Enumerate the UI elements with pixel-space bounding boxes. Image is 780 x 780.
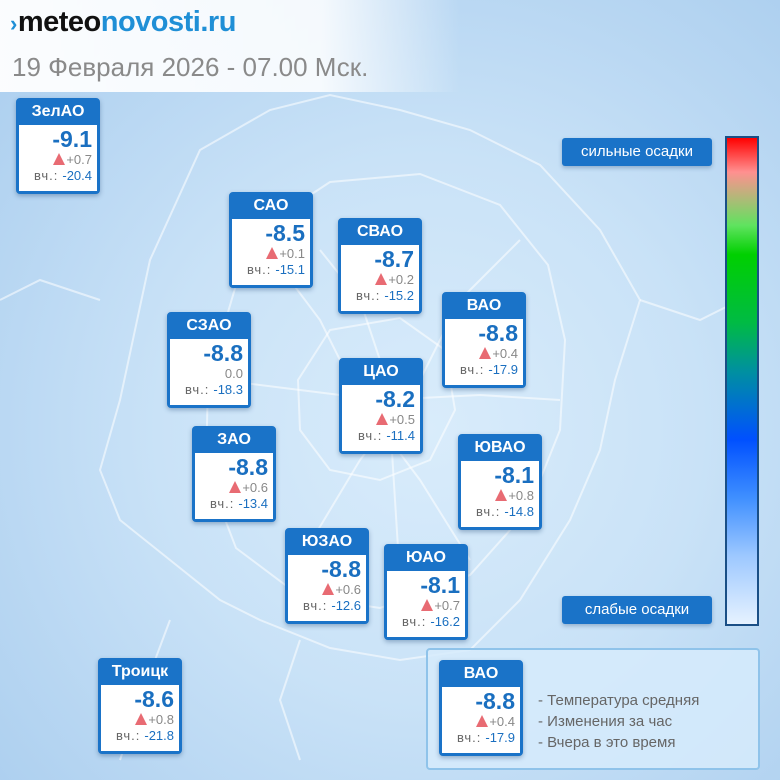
district-card-cao[interactable]: ЦАО -8.2 +0.5 вч.: -11.4 — [339, 358, 423, 454]
third-ring — [296, 316, 457, 482]
up-triangle-icon — [53, 153, 66, 165]
strong-precip-label: сильные осадки — [562, 138, 712, 166]
yesterday-temp: вч.: -12.6 — [303, 598, 361, 613]
yesterday-temp: вч.: -21.8 — [116, 728, 174, 743]
district-card-troitsk[interactable]: Троицк -8.6 +0.8 вч.: -21.8 — [98, 658, 182, 754]
yesterday-temp: вч.: -17.9 — [457, 730, 515, 745]
hourly-change: +0.8 — [461, 488, 534, 504]
district-name: САО — [253, 197, 289, 214]
up-triangle-icon — [322, 583, 335, 595]
hourly-change: +0.6 — [195, 480, 268, 496]
avg-temperature: -9.1 — [52, 126, 92, 152]
district-card-zao[interactable]: ЗАО -8.8 +0.6 вч.: -13.4 — [192, 426, 276, 522]
district-card-yuzao[interactable]: ЮЗАО -8.8 +0.6 вч.: -12.6 — [285, 528, 369, 624]
up-triangle-icon — [495, 489, 508, 501]
yesterday-temp: вч.: -11.4 — [358, 428, 415, 443]
hourly-change: +0.4 — [442, 714, 515, 730]
legend-sample-card: ВАО -8.8 +0.4 вч.: -17.9 — [439, 660, 523, 756]
district-card-sao[interactable]: САО -8.5 +0.1 вч.: -15.1 — [229, 192, 313, 288]
hourly-change: +0.7 — [19, 152, 92, 168]
hourly-change: +0.4 — [445, 346, 518, 362]
up-triangle-icon — [266, 247, 279, 259]
yesterday-temp: вч.: -16.2 — [402, 614, 460, 629]
yesterday-temp: вч.: -14.8 — [476, 504, 534, 519]
legend-item-hourly-change: - Изменения за час — [538, 713, 673, 730]
avg-temperature: -8.8 — [478, 320, 518, 346]
avg-temperature: -8.8 — [228, 454, 268, 480]
district-name: ЮЗАО — [301, 533, 353, 550]
city-border — [98, 93, 642, 662]
hourly-change: +0.8 — [101, 712, 174, 728]
up-triangle-icon — [229, 481, 242, 493]
district-name: ЮАО — [406, 549, 446, 566]
legend-item-yesterday: - Вчера в это время — [538, 734, 676, 751]
up-triangle-icon — [476, 715, 489, 727]
header: ›meteonovosti.ru 19 Февраля 2026 - 07.00… — [0, 0, 460, 92]
yesterday-temp: вч.: -17.9 — [460, 362, 518, 377]
avg-temperature: -8.1 — [494, 462, 534, 488]
precip-color-scale — [725, 136, 759, 626]
avg-temperature: -8.6 — [134, 686, 174, 712]
up-triangle-icon — [376, 413, 389, 425]
avg-temperature: -8.8 — [475, 688, 515, 714]
district-card-yuao[interactable]: ЮАО -8.1 +0.7 вч.: -16.2 — [384, 544, 468, 640]
district-card-zelao[interactable]: ЗелАО -9.1 +0.7 вч.: -20.4 — [16, 98, 100, 194]
up-triangle-icon — [479, 347, 492, 359]
district-name: СЗАО — [186, 317, 232, 334]
hourly-change: 0.0 — [224, 366, 243, 381]
district-name: ЮВАО — [474, 439, 526, 456]
forecast-datetime: 19 Февраля 2026 - 07.00 Мск. — [12, 52, 369, 82]
yesterday-temp: вч.: -18.3 — [185, 382, 243, 397]
legend-item-avg-temp: - Температура средняя — [538, 692, 700, 709]
up-triangle-icon — [421, 599, 434, 611]
yesterday-temp: вч.: -20.4 — [34, 168, 92, 183]
avg-temperature: -8.5 — [265, 220, 305, 246]
district-name: СВАО — [356, 223, 404, 240]
avg-temperature: -8.1 — [420, 572, 460, 598]
hourly-change: +0.7 — [387, 598, 460, 614]
district-name: ВАО — [466, 297, 502, 314]
hourly-change: +0.5 — [342, 412, 415, 428]
weak-precip-label: слабые осадки — [562, 596, 712, 624]
district-card-svao[interactable]: СВАО -8.7 +0.2 вч.: -15.2 — [338, 218, 422, 314]
avg-temperature: -8.8 — [203, 340, 243, 366]
yesterday-temp: вч.: -15.1 — [247, 262, 305, 277]
legend-box: ВАО -8.8 +0.4 вч.: -17.9 - Температура ср… — [426, 648, 760, 770]
hourly-change: +0.1 — [232, 246, 305, 262]
avg-temperature: -8.2 — [375, 386, 415, 412]
district-card-yuvao[interactable]: ЮВАО -8.1 +0.8 вч.: -14.8 — [458, 434, 542, 530]
logo-mark-icon: › — [10, 11, 17, 36]
legend-items: - Температура средняя - Изменения за час… — [538, 690, 699, 753]
hourly-change: +0.2 — [341, 272, 414, 288]
district-name: ЗАО — [217, 431, 251, 448]
avg-temperature: -8.8 — [321, 556, 361, 582]
up-triangle-icon — [375, 273, 388, 285]
district-name: ВАО — [463, 665, 499, 682]
site-logo[interactable]: ›meteonovosti.ru — [10, 6, 236, 38]
district-name: Троицк — [111, 663, 169, 680]
avg-temperature: -8.7 — [374, 246, 414, 272]
up-triangle-icon — [135, 713, 148, 725]
yesterday-temp: вч.: -15.2 — [356, 288, 414, 303]
district-card-szao[interactable]: СЗАО -8.8 0.0 вч.: -18.3 — [167, 312, 251, 408]
district-card-vao[interactable]: ВАО -8.8 +0.4 вч.: -17.9 — [442, 292, 526, 388]
yesterday-temp: вч.: -13.4 — [210, 496, 268, 511]
district-name: ЗелАО — [31, 103, 85, 120]
district-name: ЦАО — [363, 363, 399, 380]
hourly-change: +0.6 — [288, 582, 361, 598]
